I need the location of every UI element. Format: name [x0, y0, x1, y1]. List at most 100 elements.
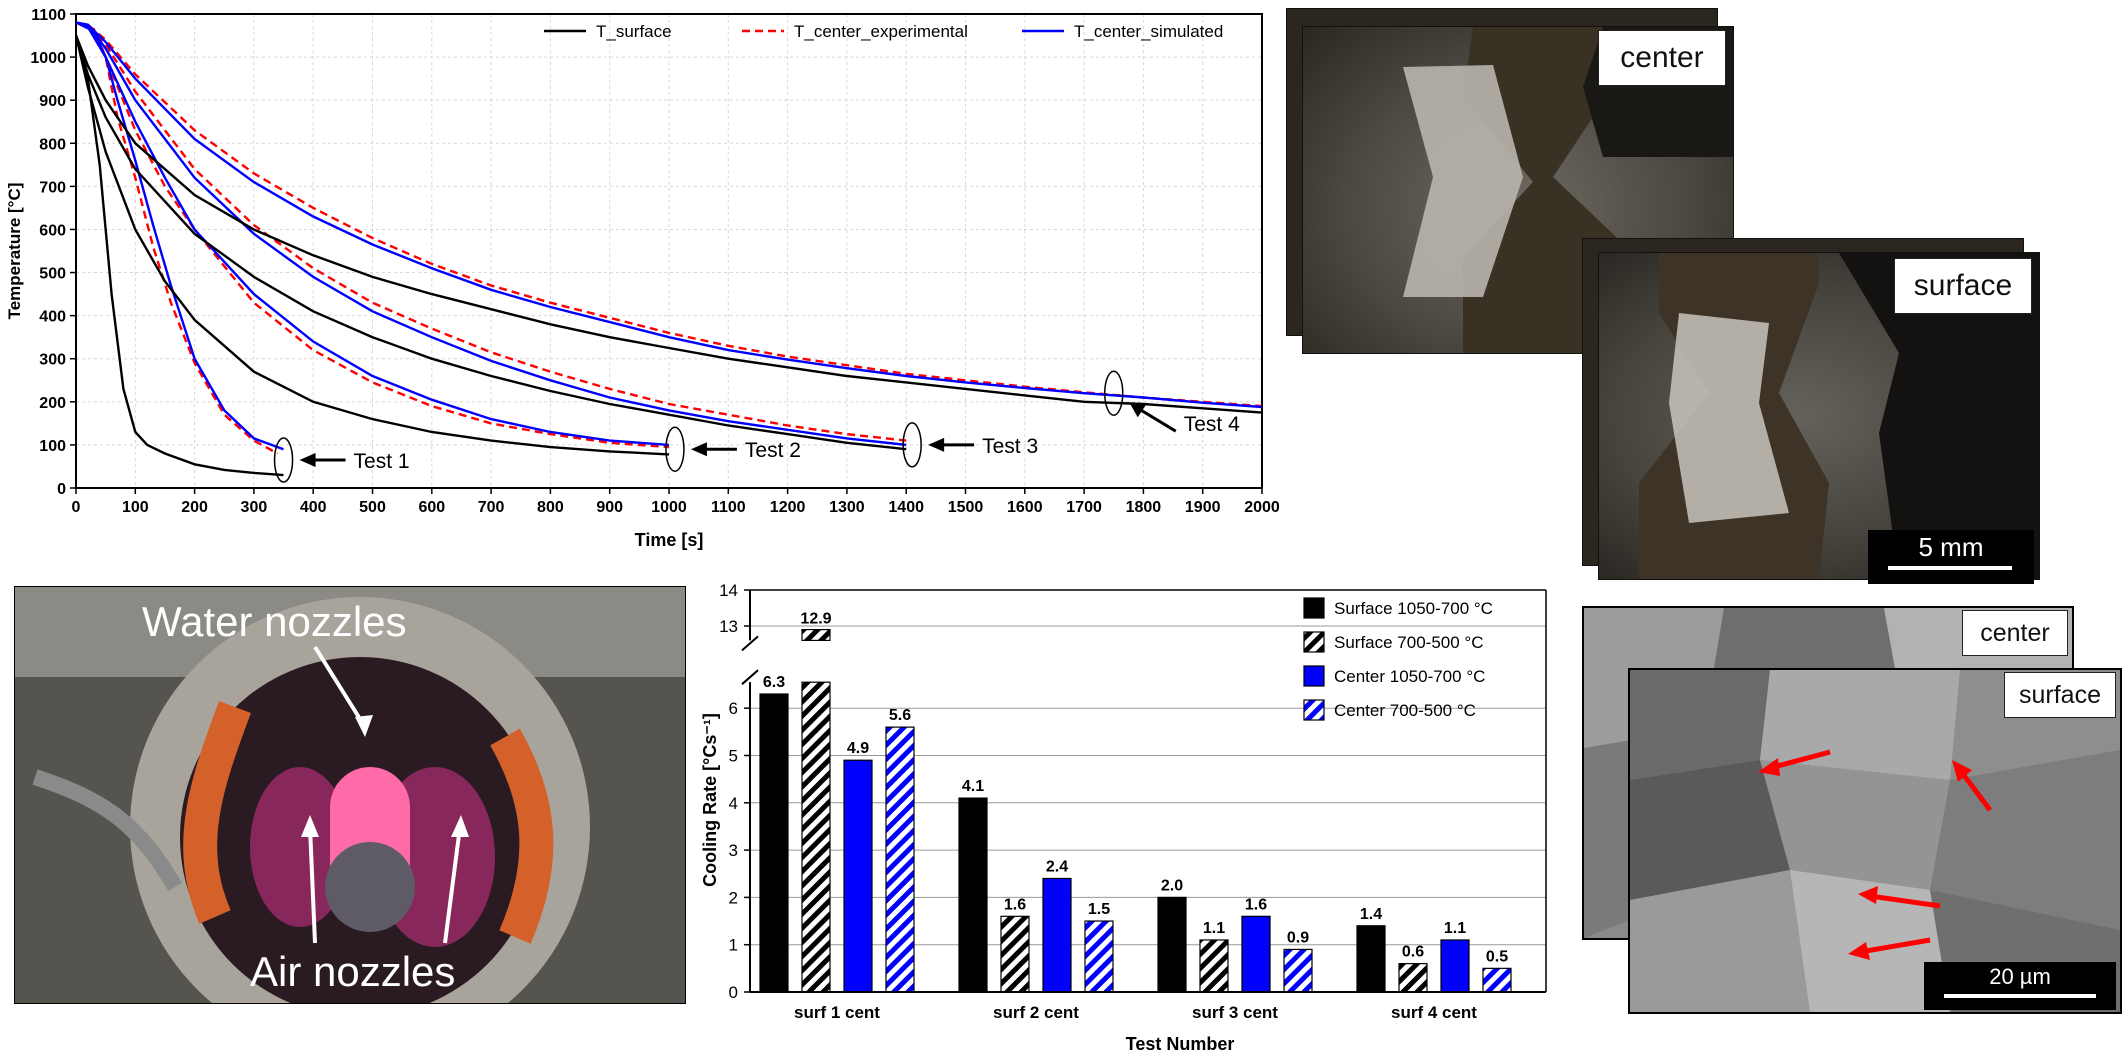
line-chart-legend: T_surface T_center_experimental T_center_s…: [544, 22, 1223, 41]
series-line-t-surface-test-2: [76, 35, 670, 456]
bar: [1482, 967, 1512, 993]
y-tick-label: 14: [719, 581, 738, 600]
line-chart-x-label: Time [s]: [635, 530, 704, 550]
y-tick-label: 700: [39, 179, 66, 196]
axis-break-mark: [741, 669, 759, 685]
axis-break-mark: [741, 635, 759, 652]
line-chart-y-label: Temperature [°C]: [5, 183, 24, 320]
x-tick-label: 1200: [770, 499, 806, 516]
bar-value-label: 1.1: [1444, 920, 1466, 937]
legend-label: Center 700-500 °C: [1334, 701, 1476, 720]
y-tick-label: 900: [39, 93, 66, 110]
test-arrowhead: [690, 442, 707, 457]
y-tick-label: 0: [57, 481, 66, 498]
legend-swatch: [1303, 597, 1325, 619]
y-tick-label: 300: [39, 352, 66, 369]
bar-chart-axes: 0 1 2 3 4 5 6 13 14: [719, 581, 1547, 1002]
bar: [801, 681, 831, 993]
legend-label: Center 1050-700 °C: [1334, 667, 1485, 686]
x-tick-label: 1300: [829, 499, 865, 516]
y-tick-label: 1100: [31, 7, 66, 24]
bar-chart-y-label: Cooling Rate [°Cs⁻¹]: [700, 713, 720, 887]
bar: [1356, 925, 1386, 993]
y-tick-label: 600: [39, 222, 66, 239]
series-line-t-center-experimental-test-4: [76, 21, 1262, 408]
x-category-label: surf 1 cent: [794, 1003, 880, 1022]
x-tick-label: 900: [596, 499, 623, 516]
y-tick-label: 0: [729, 983, 738, 1002]
series-line-t-center-simulated-test-3: [76, 21, 907, 447]
test-label: Test 3: [982, 435, 1038, 458]
series-line-t-center-simulated-test-2: [76, 21, 670, 447]
line-chart-x-ticks: 0 100 200 300 400 500 600 700 800 900 1000 1100 1200…: [72, 488, 1280, 516]
test-end-ellipse: [1104, 370, 1124, 416]
series-line-t-center-simulated-test-4: [76, 21, 1262, 409]
y-tick-label: 2: [729, 888, 738, 907]
x-tick-label: 1700: [1066, 499, 1102, 516]
x-tick-label: 700: [478, 499, 505, 516]
y-tick-label: 400: [39, 309, 66, 326]
x-tick-label: 600: [418, 499, 445, 516]
bar-value-label: 5.6: [889, 707, 911, 724]
x-tick-label: 1100: [711, 499, 746, 516]
y-tick-label: 100: [39, 438, 66, 455]
bar: [1241, 915, 1271, 993]
test-arrowhead: [299, 452, 316, 467]
bar: [843, 759, 873, 993]
bar: [1084, 920, 1114, 993]
test-label: Test 4: [1184, 413, 1240, 436]
test-end-ellipse: [902, 422, 922, 468]
micrograph-surface-label: surface: [2004, 672, 2116, 718]
test-end-ellipse: [273, 437, 294, 483]
bar-value-label: 4.9: [847, 740, 869, 757]
y-tick-label: 5: [729, 747, 738, 766]
bar: [1398, 963, 1428, 993]
macro-scale-bar: [1888, 566, 2012, 570]
nozzle-arrows: [301, 645, 469, 944]
y-tick-label: 500: [39, 266, 66, 283]
bar: [885, 726, 915, 993]
legend-swatch: [1303, 665, 1325, 687]
micro-scale-bar: [1944, 994, 2096, 998]
bar-value-label: 4.1: [962, 778, 984, 795]
legend-label: T_center_simulated: [1074, 22, 1223, 41]
x-tick-label: 100: [122, 499, 149, 516]
x-tick-label: 400: [300, 499, 327, 516]
bar: [1157, 896, 1187, 993]
bar-value-label: 0.9: [1287, 929, 1309, 946]
bar-value-label: 1.6: [1245, 896, 1267, 913]
test-arrowhead: [1129, 403, 1146, 418]
bar-value-label: 1.6: [1004, 896, 1026, 913]
air-nozzles-label: Air nozzles: [250, 948, 456, 995]
x-category-label: surf 4 cent: [1391, 1003, 1477, 1022]
bar: [1440, 939, 1470, 993]
line-chart-grid: [75, 13, 1263, 489]
y-tick-label: 800: [39, 136, 66, 153]
legend-label: Surface 1050-700 °C: [1334, 599, 1493, 618]
water-nozzles-label: Water nozzles: [142, 598, 407, 645]
micrograph-surface: [1628, 668, 2122, 1014]
nozzle-setup-image: [15, 587, 685, 1003]
macro-center-label: center: [1598, 30, 1726, 86]
micrograph-center-label: center: [1962, 610, 2068, 656]
series-line-t-surface-test-4: [76, 35, 1262, 414]
y-tick-label: 6: [729, 699, 738, 718]
line-chart-annotations: Test 1 Test 2 Test 3 Test 4: [273, 370, 1240, 483]
test-arrow: [1136, 406, 1177, 433]
micrograph-red-arrows: [1758, 749, 1992, 960]
x-tick-label: 1600: [1007, 499, 1043, 516]
bar-value-label: 1.5: [1088, 901, 1110, 918]
bar-value-label: 2.0: [1161, 877, 1183, 894]
x-tick-label: 1900: [1185, 499, 1221, 516]
bar-chart-value-labels: 6.3 12.9 4.9 5.6 surf 1 cent 4.1 1.6 2.4 1.5 surf…: [763, 611, 1508, 1022]
bar: [958, 797, 988, 993]
bar: [1000, 915, 1030, 993]
macro-surface-image: [1639, 253, 2039, 579]
bar: [1283, 948, 1313, 993]
test-end-ellipse: [665, 426, 685, 472]
bar-chart-bars: [759, 628, 1512, 993]
bar: [1042, 877, 1072, 993]
test-label: Test 2: [745, 439, 801, 462]
line-chart-y-ticks: 0 100 200 300 400 500 600 700 800 900 1000 1100: [30, 7, 76, 498]
y-tick-label: 200: [39, 395, 66, 412]
